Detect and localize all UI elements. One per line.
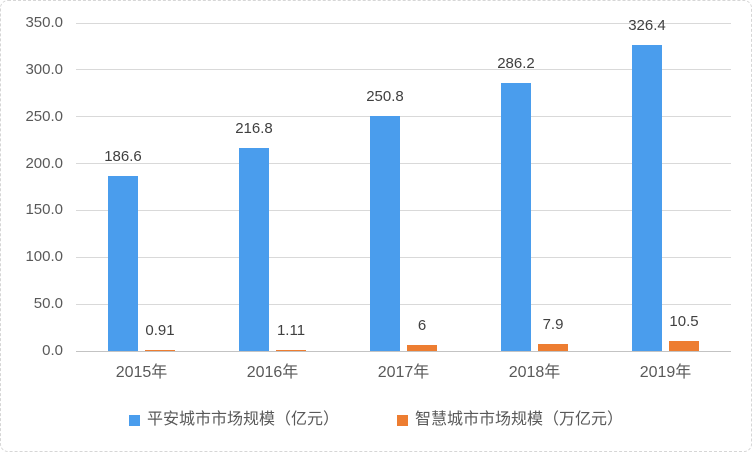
data-label: 286.2 bbox=[497, 54, 535, 72]
data-label: 7.9 bbox=[542, 315, 564, 333]
smart-city-bar-2015年 bbox=[145, 350, 175, 351]
y-axis-tick-label: 300.0 bbox=[25, 60, 63, 78]
x-axis-line bbox=[76, 350, 731, 352]
smart-city-bar-2018年 bbox=[538, 343, 568, 351]
gridline bbox=[76, 209, 731, 211]
gridline bbox=[76, 22, 731, 24]
x-axis-tick-label: 2015年 bbox=[115, 364, 168, 381]
data-label: 1.11 bbox=[276, 321, 306, 339]
safe-city-bar-2019年 bbox=[632, 45, 662, 351]
safe-city-bar-2018年 bbox=[501, 82, 531, 351]
y-axis-tick-label: 100.0 bbox=[25, 248, 63, 266]
legend-swatch-icon bbox=[397, 414, 408, 426]
gridline bbox=[76, 256, 731, 258]
y-axis-tick-label: 150.0 bbox=[25, 201, 63, 219]
safe-city-bar-2017年 bbox=[370, 115, 400, 351]
legend-item-safe-city: 平安城市市场规模（亿元） bbox=[128, 410, 339, 430]
gridline bbox=[76, 116, 731, 118]
legend-swatch-icon bbox=[128, 414, 140, 426]
legend-item-smart-city: 智慧城市市场规模（万亿元） bbox=[397, 410, 623, 430]
y-axis-tick-label: 250.0 bbox=[25, 107, 63, 125]
safe-city-bar-2016年 bbox=[239, 147, 269, 351]
y-axis-tick-label: 50.0 bbox=[33, 295, 63, 313]
x-axis-tick-label: 2016年 bbox=[246, 364, 299, 381]
y-axis-tick-label: 0.0 bbox=[42, 342, 63, 359]
chart-legend: 平安城市市场规模（亿元） 智慧城市市场规模（万亿元） bbox=[1, 410, 751, 430]
data-label: 216.8 bbox=[235, 119, 273, 137]
y-axis-tick-label: 200.0 bbox=[25, 154, 63, 172]
y-axis-tick-label: 350.0 bbox=[25, 14, 63, 31]
data-label: 6 bbox=[417, 317, 427, 335]
x-axis-tick-label: 2019年 bbox=[639, 364, 692, 381]
data-label: 326.4 bbox=[628, 17, 666, 35]
smart-city-bar-2019年 bbox=[669, 341, 699, 351]
plot-area: 0.0 50.0 100.0 150.0 200.0 250.0 300.0 350.0 186… bbox=[25, 14, 731, 381]
x-axis-tick-label: 2018年 bbox=[508, 364, 561, 381]
gridline bbox=[76, 303, 731, 305]
legend-label: 平安城市市场规模（亿元） bbox=[146, 411, 339, 428]
data-label: 0.91 bbox=[145, 322, 175, 340]
data-label: 250.8 bbox=[366, 87, 404, 105]
smart-city-bar-2017年 bbox=[407, 345, 437, 351]
data-label: 186.6 bbox=[104, 148, 142, 166]
smart-city-bar-2016年 bbox=[276, 349, 306, 351]
x-axis-tick-label: 2017年 bbox=[377, 364, 430, 381]
safe-city-bar-2015年 bbox=[108, 176, 138, 351]
gridline bbox=[76, 69, 731, 71]
legend-label: 智慧城市市场规模（万亿元） bbox=[415, 411, 624, 428]
data-label: 10.5 bbox=[669, 313, 699, 331]
gridline bbox=[76, 163, 731, 165]
